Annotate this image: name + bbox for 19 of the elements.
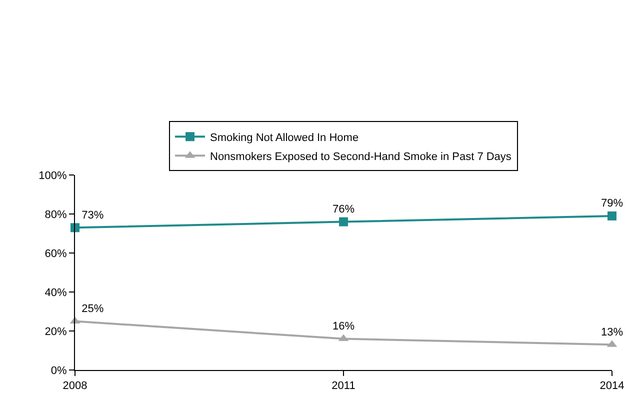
x-tick-label: 2008	[62, 380, 88, 392]
y-tick-label: 80%	[44, 208, 68, 221]
x-tick-label: 2014	[600, 380, 624, 392]
data-label: 25%	[82, 302, 104, 315]
y-tick-label: 100%	[38, 170, 68, 182]
y-tick-label: 20%	[44, 326, 68, 338]
x-tick-label: 2011	[332, 380, 356, 392]
data-label: 73%	[82, 209, 104, 222]
y-tick-label: 40%	[44, 286, 68, 299]
data-label: 76%	[332, 203, 355, 216]
legend-label: Nonsmokers Exposed to Second-Hand Smoke in Past 7 Days	[210, 150, 512, 163]
point	[339, 217, 348, 226]
data-label: 13%	[600, 326, 624, 338]
y-tick-label: 60%	[44, 248, 68, 260]
legend-label: Smoking Not Allowed In Home	[210, 132, 359, 144]
data-label: 79%	[600, 198, 624, 210]
y-tick-label: 0%	[50, 364, 68, 377]
data-label: 16%	[332, 320, 355, 332]
point	[608, 211, 616, 220]
